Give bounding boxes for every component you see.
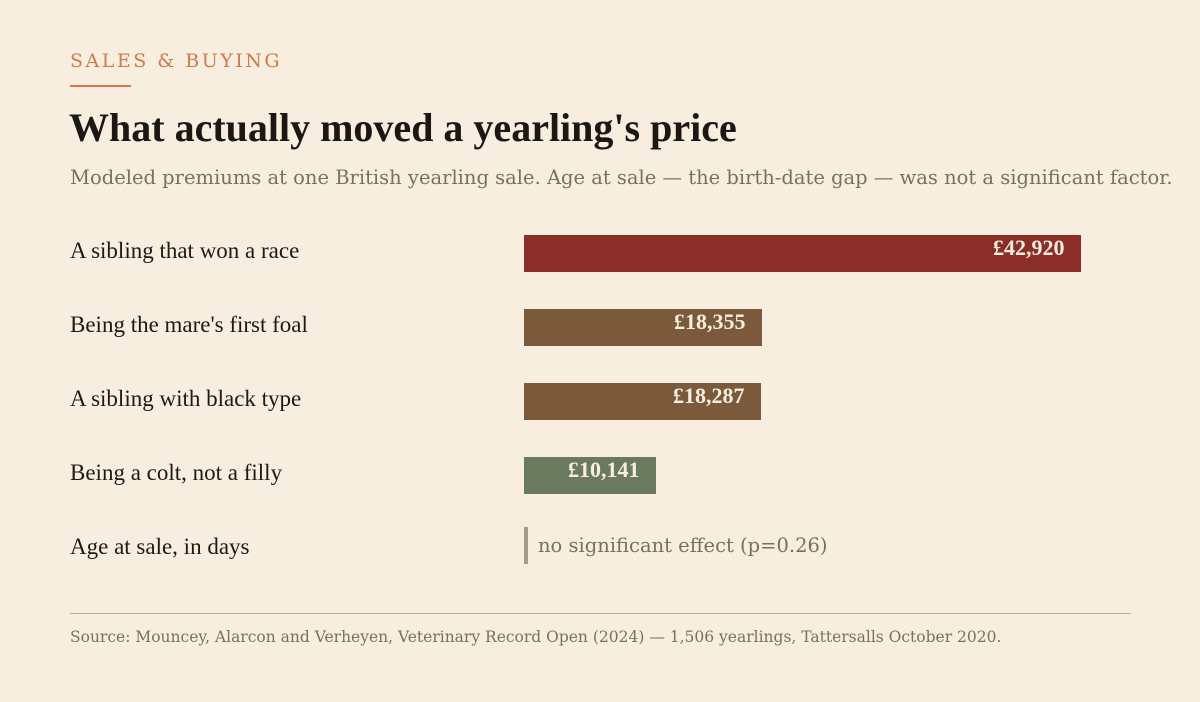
bar — [524, 457, 656, 494]
no-effect-marker — [524, 527, 528, 564]
eyebrow-underline — [70, 85, 131, 87]
no-effect-note: no significant effect (p=0.26) — [538, 534, 828, 557]
row-label: Being a colt, not a filly — [70, 460, 283, 485]
row-label: Age at sale, in days — [70, 534, 250, 559]
row-label: Being the mare's first foal — [70, 312, 308, 337]
bar-value-label: £18,287 — [673, 383, 745, 408]
chart-title: What actually moved a yearling's price — [69, 105, 737, 150]
row-label: A sibling that won a race — [70, 238, 300, 263]
bar — [524, 235, 1081, 272]
bar — [524, 309, 762, 346]
row-label: A sibling with black type — [70, 386, 302, 411]
bar — [524, 383, 761, 420]
chart-subtitle: Modeled premiums at one British yearling… — [70, 166, 1173, 189]
bar-value-label: £10,141 — [568, 457, 640, 482]
bar-value-label: £18,355 — [674, 309, 746, 334]
footer-divider — [70, 613, 1131, 614]
bar-value-label: £42,920 — [993, 235, 1065, 260]
section-eyebrow: SALES & BUYING — [70, 50, 283, 72]
source-note: Source: Mouncey, Alarcon and Verheyen, V… — [70, 628, 1002, 646]
